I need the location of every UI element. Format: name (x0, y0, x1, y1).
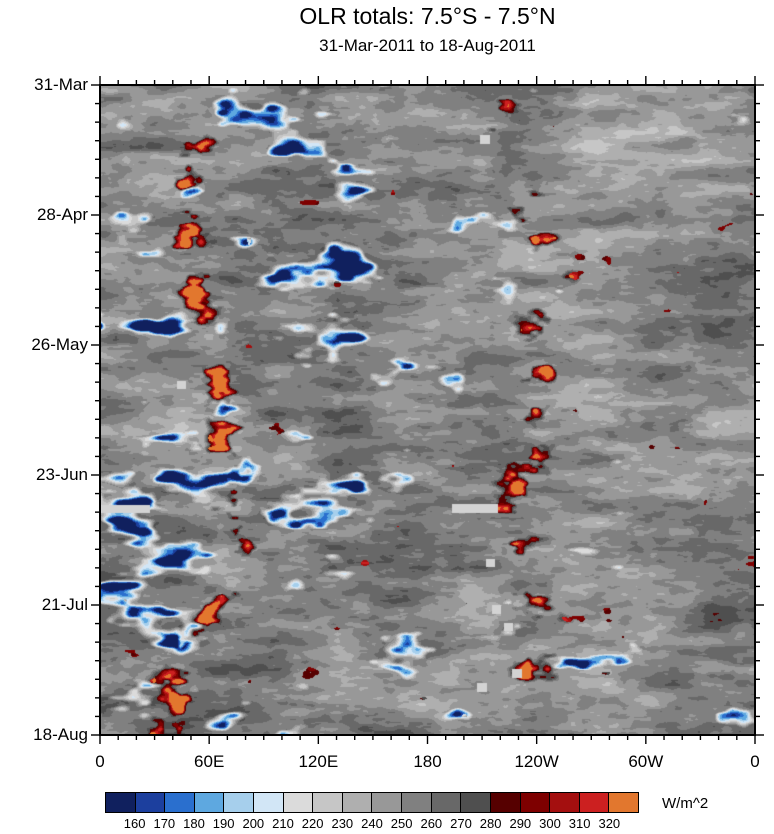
colorbar-box (489, 792, 521, 813)
colorbar (105, 792, 639, 813)
colorbar-box (164, 792, 195, 813)
x-tick-label: 0 (750, 752, 760, 771)
x-tick-label: 60E (194, 752, 225, 771)
colorbar-box (519, 792, 551, 813)
colorbar-tick-label: 250 (390, 816, 413, 831)
x-tick-label: 60W (628, 752, 664, 771)
colorbar-units-label: W/m^2 (662, 795, 709, 812)
heatmap-canvas (100, 85, 755, 735)
x-tick-label: 120E (298, 752, 339, 771)
colorbar-tick-label: 320 (598, 816, 621, 831)
y-tick-label: 18-Aug (33, 725, 88, 744)
y-tick-label: 26-May (31, 335, 88, 354)
colorbar-box (578, 792, 610, 813)
colorbar-tick-label: 300 (539, 816, 561, 831)
colorbar-tick-label: 200 (242, 816, 265, 831)
colorbar-box (312, 792, 343, 813)
colorbar-tick-label: 310 (568, 816, 591, 831)
colorbar-tick-label: 170 (153, 816, 176, 831)
colorbar-box (282, 792, 314, 813)
colorbar-box (193, 792, 225, 813)
colorbar-box (134, 792, 166, 813)
colorbar-tick-label: 260 (420, 816, 443, 831)
x-tick-label: 180 (413, 752, 442, 771)
colorbar-box (371, 792, 403, 813)
colorbar-box (105, 792, 136, 813)
colorbar-tick-label: 210 (272, 816, 294, 831)
colorbar-box (223, 792, 255, 813)
colorbar-tick-label: 270 (450, 816, 472, 831)
colorbar-tick-label: 290 (509, 816, 532, 831)
colorbar-box (608, 792, 639, 813)
colorbar-box (253, 792, 284, 813)
colorbar-tick-label: 280 (479, 816, 502, 831)
colorbar-box (341, 792, 373, 813)
y-tick-label: 23-Jun (36, 465, 88, 484)
colorbar-box (460, 792, 491, 813)
chart-title: OLR totals: 7.5°S - 7.5°N (299, 3, 556, 29)
colorbar-box (401, 792, 432, 813)
colorbar-tick-label: 160 (123, 816, 146, 831)
y-tick-label: 21-Jul (41, 595, 88, 614)
colorbar-tick-label: 230 (331, 816, 354, 831)
colorbar-tick-label: 240 (361, 816, 383, 831)
y-tick-label: 28-Apr (36, 205, 88, 224)
colorbar-tick-label: 220 (301, 816, 324, 831)
colorbar-tick-label: 190 (212, 816, 235, 831)
colorbar-box (549, 792, 580, 813)
chart-subtitle: 31-Mar-2011 to 18-Aug-2011 (319, 36, 536, 55)
x-tick-label: 120W (514, 752, 559, 771)
y-tick-label: 31-Mar (34, 75, 88, 94)
x-tick-label: 0 (95, 752, 105, 771)
colorbar-tick-label: 180 (183, 816, 205, 831)
colorbar-box (430, 792, 462, 813)
